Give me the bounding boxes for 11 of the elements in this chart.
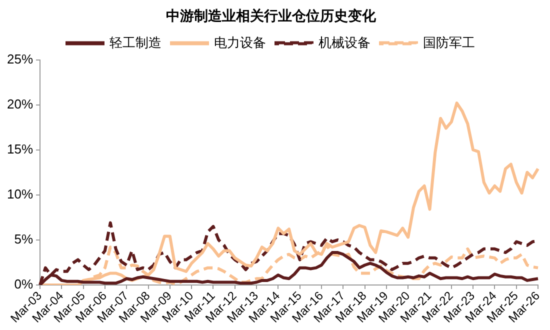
chart-title: 中游制造业相关行业仓位历史变化	[166, 7, 377, 24]
y-tick-label: 5%	[14, 231, 34, 246]
y-tick-label: 0%	[14, 276, 34, 292]
y-tick-label: 25%	[6, 51, 34, 66]
y-tick-label: 20%	[6, 96, 34, 112]
y-tick-label: 15%	[6, 141, 34, 156]
legend-label: 国防军工	[423, 34, 475, 50]
legend-label: 电力设备	[214, 34, 266, 50]
y-tick-label: 10%	[6, 186, 34, 202]
legend-label: 机械设备	[318, 34, 370, 50]
legend-label: 轻工制造	[110, 34, 162, 50]
